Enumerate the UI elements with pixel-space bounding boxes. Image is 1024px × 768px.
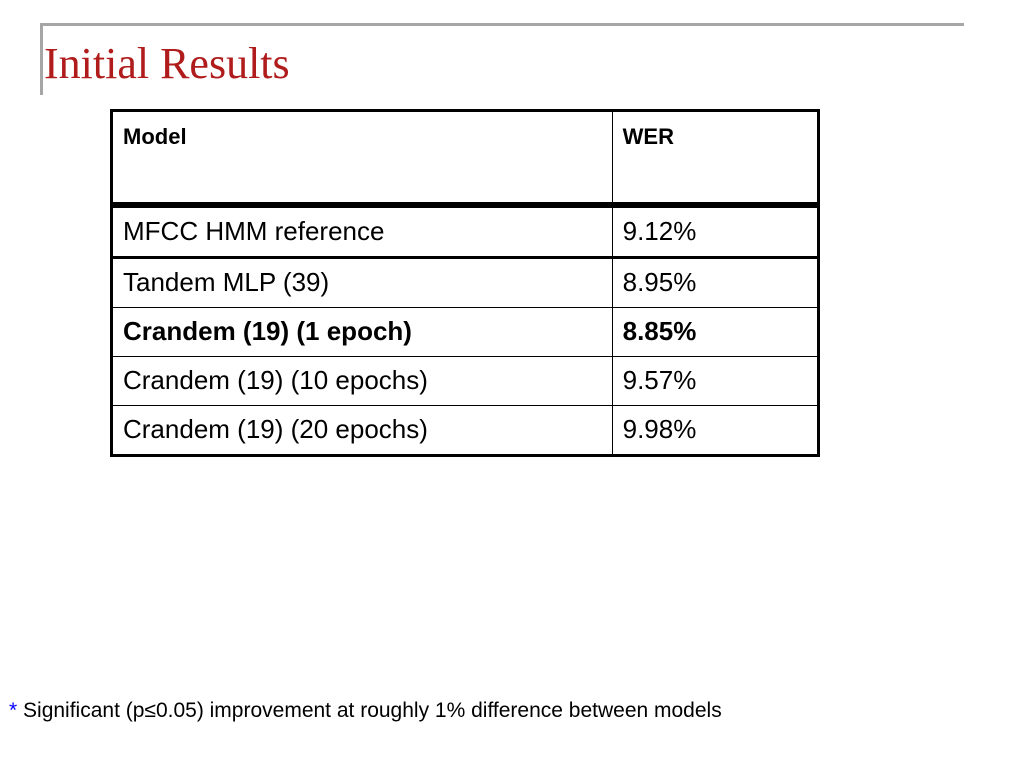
results-table: Model WER MFCC HMM reference 9.12% Tande… xyxy=(110,109,820,457)
wer-cell: 9.12% xyxy=(611,204,820,259)
model-cell: MFCC HMM reference xyxy=(111,204,613,259)
footnote-marker: * xyxy=(9,699,18,722)
table-row: Tandem MLP (39) 8.95% xyxy=(111,256,820,308)
table-row: MFCC HMM reference 9.12% xyxy=(111,204,820,259)
footnote-text: Significant (p≤0.05) improvement at roug… xyxy=(17,699,722,722)
model-cell: Crandem (19) (10 epochs) xyxy=(111,355,613,406)
model-cell: Tandem MLP (39) xyxy=(111,256,613,308)
table-row-highlighted: Crandem (19) (1 epoch) 8.85% xyxy=(111,306,820,357)
model-cell: Crandem (19) (20 epochs) xyxy=(111,404,613,456)
wer-cell: 8.95% xyxy=(611,256,820,308)
footnote: * Significant (p≤0.05) improvement at ro… xyxy=(9,697,722,725)
wer-cell: 8.85% xyxy=(611,306,820,357)
table-header-row: Model WER xyxy=(111,110,820,208)
model-cell: Crandem (19) (1 epoch) xyxy=(111,306,613,357)
wer-cell: 9.57% xyxy=(611,355,820,406)
title-rule-horizontal xyxy=(40,23,964,26)
table-row: Crandem (19) (10 epochs) 9.57% xyxy=(111,355,820,406)
table-row: Crandem (19) (20 epochs) 9.98% xyxy=(111,404,820,456)
slide-title: Initial Results xyxy=(44,39,290,88)
header-wer: WER xyxy=(611,110,820,208)
title-rule-vertical xyxy=(40,23,43,95)
header-model: Model xyxy=(111,110,613,208)
wer-cell: 9.98% xyxy=(611,404,820,456)
